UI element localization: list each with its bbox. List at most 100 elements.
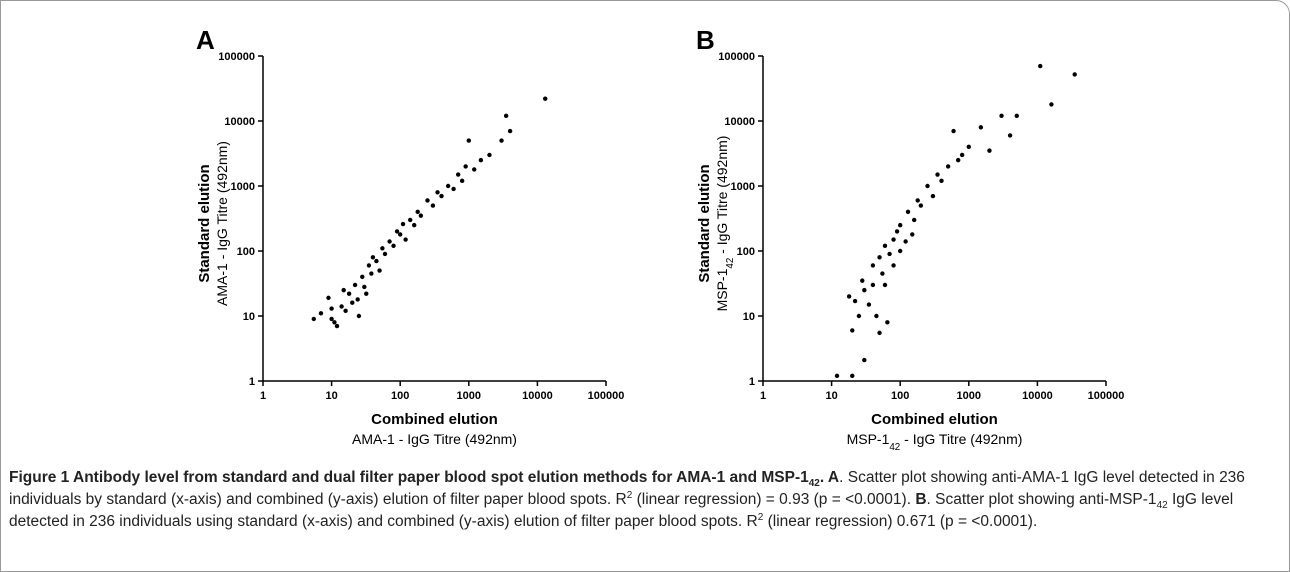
caption-run: 2: [757, 511, 764, 523]
point: [412, 222, 417, 228]
y-tick-label: 10000: [224, 116, 255, 128]
caption-run: (linear regression) = 0.93 (p = <0.0001)…: [632, 491, 916, 508]
point: [543, 96, 548, 101]
point: [866, 302, 872, 307]
caption-run: (linear regression) 0.671 (p = <0.0001).: [763, 513, 1038, 530]
point: [355, 297, 360, 302]
point: [380, 246, 385, 251]
y-tick-label: 1000: [231, 181, 255, 193]
point: [850, 328, 855, 333]
point: [882, 282, 888, 288]
point: [439, 193, 444, 199]
point: [329, 306, 334, 311]
x-tick-label: 1: [260, 390, 266, 402]
point: [891, 263, 896, 268]
x-tick-label: 100: [391, 390, 409, 402]
charts: 1 10 100 1000 10000 100000 1 10 100 1000 10000 1000…: [196, 25, 1125, 453]
point: [346, 291, 352, 296]
caption-run: . Scatter plot showing anti-AMA-1 IgG le…: [9, 469, 1245, 508]
point: [311, 316, 316, 322]
point: [394, 229, 400, 234]
point: [880, 271, 885, 276]
point: [362, 284, 367, 290]
label-part: MSP-1: [714, 268, 730, 311]
point: [418, 213, 424, 218]
point: [408, 217, 413, 223]
point: [846, 294, 852, 299]
x-axis-title: Combined elution: [371, 411, 498, 428]
point: [318, 311, 324, 316]
point: [445, 183, 451, 189]
point: [329, 316, 334, 322]
point: [891, 237, 896, 242]
point: [435, 190, 440, 195]
caption-run: . Scatter plot showing anti-MSP-1: [926, 491, 1157, 508]
point: [905, 209, 911, 215]
point: [1007, 133, 1013, 138]
point: [425, 198, 430, 203]
point: [978, 125, 984, 130]
point: [910, 232, 915, 237]
point: [987, 148, 992, 153]
x-tick-label: 100000: [1088, 390, 1125, 402]
point: [507, 128, 513, 134]
label-part: - IgG Titre (492nm): [900, 431, 1022, 447]
point: [451, 186, 456, 192]
point: [870, 282, 876, 288]
caption-run: B: [915, 491, 927, 508]
point: [366, 263, 372, 268]
point: [912, 217, 917, 223]
point: [930, 193, 936, 199]
point: [391, 243, 396, 249]
x-tick-label: 10000: [522, 390, 553, 402]
y-tick-label: 100: [737, 246, 755, 258]
point: [966, 144, 971, 150]
y-tick-label: 100000: [718, 51, 755, 63]
point: [903, 239, 908, 244]
point: [387, 239, 392, 244]
x-tick-label: 100: [891, 390, 909, 402]
point: [955, 157, 961, 163]
point: [343, 308, 348, 314]
point: [430, 203, 436, 208]
label-part: AMA-1 - IgG Titre (492nm): [214, 141, 230, 306]
point: [356, 313, 362, 319]
x-tick-label: 10: [825, 390, 837, 402]
caption-run: 42: [808, 478, 820, 490]
label-part: MSP-1: [847, 431, 890, 447]
point: [1014, 113, 1019, 119]
point: [478, 157, 484, 163]
point: [339, 304, 344, 309]
y-tick-label: 10000: [724, 116, 755, 128]
x-tick-label: 1000: [457, 390, 481, 402]
point: [352, 282, 358, 288]
panel-label: B: [696, 25, 715, 55]
point: [834, 373, 840, 379]
point: [463, 164, 468, 169]
caption-run: 2: [626, 489, 633, 501]
axis-label: MSP-142 - IgG Titre (492nm): [847, 431, 1023, 453]
point: [870, 263, 876, 268]
point: [503, 113, 509, 119]
x-tick-label: 1000: [957, 390, 981, 402]
point: [332, 320, 337, 325]
x-tick-label: 100000: [588, 390, 625, 402]
y-tick-label: 1: [249, 376, 255, 388]
y-tick-label: 10: [743, 311, 755, 323]
point: [403, 237, 408, 242]
point: [377, 268, 382, 273]
label-part: 42: [725, 258, 736, 269]
point: [951, 128, 956, 134]
caption-run: .: [819, 469, 825, 486]
point: [1072, 72, 1077, 77]
point: [374, 258, 379, 264]
point: [1049, 102, 1054, 107]
point: [499, 138, 504, 143]
point: [860, 278, 865, 283]
caption-run: Figure 1 Antibody level from standard an…: [9, 469, 809, 486]
point: [887, 251, 892, 257]
point: [999, 113, 1004, 119]
point: [945, 164, 951, 169]
point: [382, 251, 388, 257]
